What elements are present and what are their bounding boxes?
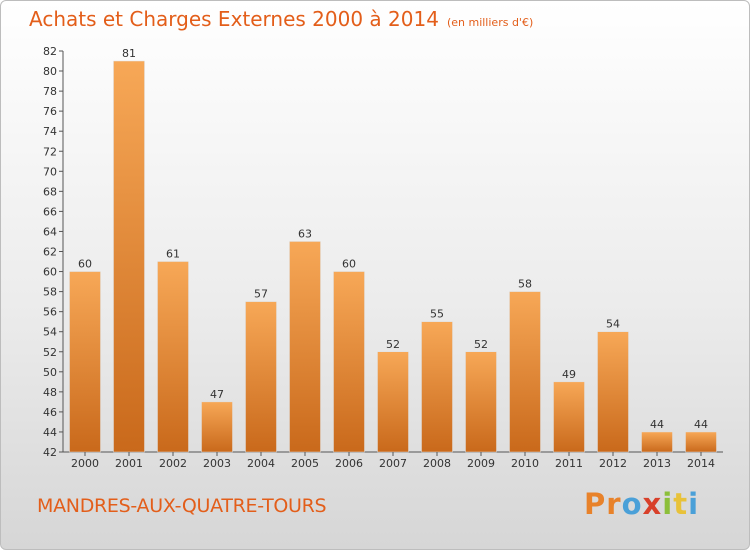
bar	[465, 351, 497, 453]
logo-letter: P	[584, 487, 607, 521]
x-tick-label: 2009	[467, 457, 495, 470]
x-tick-label: 2003	[203, 457, 231, 470]
bar-value-label: 47	[210, 388, 224, 401]
logo-letter: i	[688, 487, 700, 521]
x-tick-label: 2004	[247, 457, 275, 470]
bar-value-label: 52	[386, 338, 400, 351]
bar-value-label: 61	[166, 248, 180, 261]
y-tick-label: 64	[43, 225, 57, 238]
y-tick-label: 76	[43, 105, 57, 118]
bar	[597, 331, 629, 453]
bar-value-label: 44	[694, 418, 708, 431]
bar-value-label: 60	[78, 258, 92, 271]
y-tick-label: 78	[43, 85, 57, 98]
logo-letter: i	[662, 487, 674, 521]
bar	[113, 60, 145, 453]
y-tick-label: 56	[43, 306, 57, 319]
x-tick-label: 2014	[687, 457, 715, 470]
y-tick-label: 52	[43, 346, 57, 359]
bar	[201, 401, 233, 453]
y-tick-label: 50	[43, 366, 57, 379]
y-tick-label: 80	[43, 65, 57, 78]
y-tick-label: 54	[43, 326, 57, 339]
x-tick-label: 2002	[159, 457, 187, 470]
x-tick-label: 2001	[115, 457, 143, 470]
x-tick-label: 2005	[291, 457, 319, 470]
y-tick-label: 46	[43, 406, 57, 419]
bar	[641, 431, 673, 453]
bar	[509, 291, 541, 453]
bar-value-label: 63	[298, 227, 312, 240]
x-tick-label: 2008	[423, 457, 451, 470]
bar	[377, 351, 409, 453]
bar	[333, 271, 365, 453]
bar-value-label: 55	[430, 308, 444, 321]
bar	[685, 431, 717, 453]
bar-value-label: 60	[342, 258, 356, 271]
y-tick-label: 58	[43, 286, 57, 299]
bar-value-label: 58	[518, 278, 532, 291]
bar	[421, 321, 453, 453]
bar	[157, 261, 189, 453]
bar-value-label: 54	[606, 318, 620, 331]
y-tick-label: 68	[43, 185, 57, 198]
bar	[289, 241, 321, 453]
x-tick-label: 2010	[511, 457, 539, 470]
y-tick-label: 72	[43, 145, 57, 158]
chart-subtitle: (en milliers d'€)	[446, 16, 534, 29]
chart-title: Achats et Charges Externes 2000 à 2014	[29, 7, 439, 31]
bar	[245, 301, 277, 453]
y-tick-label: 66	[43, 205, 57, 218]
x-tick-label: 2013	[643, 457, 671, 470]
commune-name: MANDRES-AUX-QUATRE-TOURS	[37, 495, 327, 517]
x-tick-label: 2007	[379, 457, 407, 470]
logo-letter: r	[606, 487, 622, 521]
bar-value-label: 49	[562, 368, 576, 381]
y-tick-label: 42	[43, 446, 57, 459]
x-tick-label: 2000	[71, 457, 99, 470]
proxiti-logo: Proxiti	[584, 487, 699, 521]
chart-title-block: Achats et Charges Externes 2000 à 2014 (e…	[29, 7, 533, 31]
bar	[69, 271, 101, 453]
x-tick-label: 2011	[555, 457, 583, 470]
bar-value-label: 52	[474, 338, 488, 351]
y-tick-label: 70	[43, 165, 57, 178]
x-tick-label: 2012	[599, 457, 627, 470]
logo-letter: o	[621, 487, 643, 521]
bar-value-label: 81	[122, 47, 136, 60]
logo-letter: t	[673, 487, 689, 521]
bar-value-label: 44	[650, 418, 664, 431]
y-tick-label: 48	[43, 386, 57, 399]
y-tick-label: 44	[43, 426, 57, 439]
y-tick-label: 62	[43, 246, 57, 259]
x-tick-label: 2006	[335, 457, 363, 470]
bar-value-label: 57	[254, 288, 268, 301]
bar	[553, 381, 585, 453]
y-tick-label: 82	[43, 45, 57, 58]
y-tick-label: 74	[43, 125, 57, 138]
logo-letter: x	[642, 487, 663, 521]
y-tick-label: 60	[43, 266, 57, 279]
